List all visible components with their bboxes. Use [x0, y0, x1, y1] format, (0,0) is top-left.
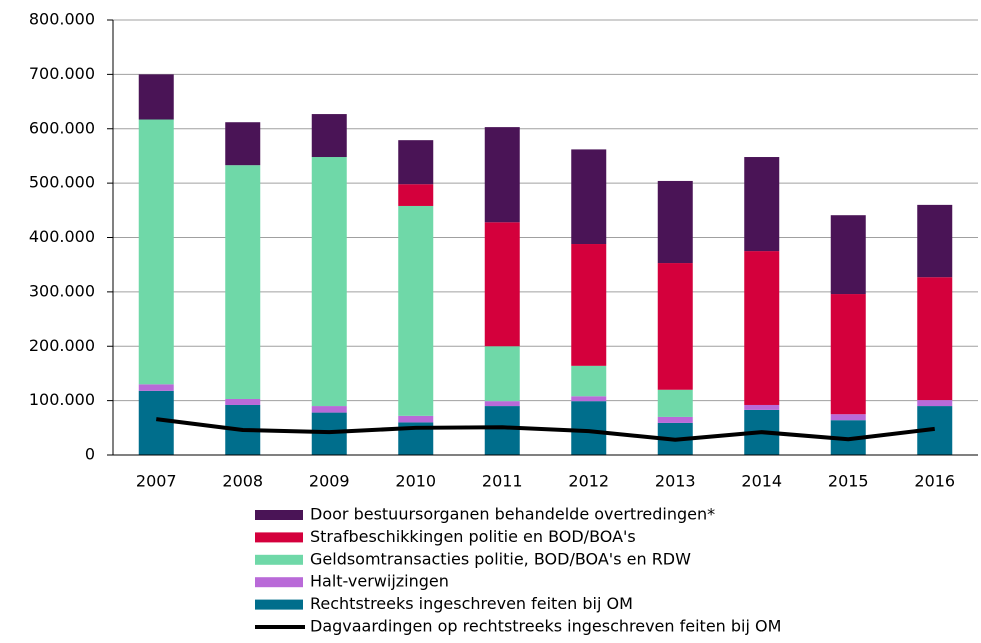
- bar-segment: [571, 396, 607, 402]
- x-tick-label: 2014: [741, 472, 782, 491]
- x-tick-label: 2009: [309, 472, 350, 491]
- line: [156, 417, 935, 442]
- bar-segment: [484, 406, 520, 455]
- y-tick-label: 600.000: [29, 118, 95, 137]
- bar-segment: [138, 390, 174, 455]
- x-tick-label: 2016: [914, 472, 955, 491]
- legend-swatch: [255, 554, 303, 565]
- bar-segment: [484, 127, 520, 223]
- legend-swatch: [255, 532, 303, 543]
- bar-segment: [571, 244, 607, 366]
- bar-segment: [830, 215, 866, 295]
- bar-segment: [398, 184, 434, 206]
- bar-segment: [744, 157, 780, 252]
- x-tick-label: 2007: [136, 472, 177, 491]
- bar-segment: [830, 414, 866, 421]
- legend-label: Halt-verwijzingen: [310, 572, 449, 591]
- x-tick-label: 2011: [482, 472, 523, 491]
- bar-segment: [657, 180, 693, 264]
- bar-segment: [657, 389, 693, 417]
- bar-segment: [398, 415, 434, 423]
- bar-segment: [571, 401, 607, 455]
- bar-segment: [138, 384, 174, 391]
- legend-swatch: [255, 510, 303, 520]
- bar-segment: [484, 346, 520, 402]
- y-tick-label: 0: [85, 445, 95, 464]
- x-tick-label: 2008: [222, 472, 263, 491]
- bar-segment: [311, 157, 347, 407]
- y-tick-label: 200.000: [29, 336, 95, 355]
- bar-segment: [311, 114, 347, 158]
- bar-segment: [657, 416, 693, 423]
- x-tick-label: 2013: [655, 472, 696, 491]
- bar-segment: [398, 205, 434, 416]
- bar-segment: [744, 251, 780, 405]
- bar-segment: [398, 140, 434, 185]
- bar-segment: [484, 222, 520, 347]
- y-tick-label: 300.000: [29, 281, 95, 300]
- bar-segment: [225, 165, 261, 399]
- bar-segment: [138, 74, 174, 120]
- bar-segment: [657, 263, 693, 390]
- bar-segment: [830, 294, 866, 415]
- x-tick-label: 2010: [395, 472, 436, 491]
- y-tick-label: 400.000: [29, 227, 95, 246]
- bar-segment: [138, 119, 174, 385]
- bar-segment: [571, 149, 607, 245]
- x-tick-label: 2015: [828, 472, 869, 491]
- legend-label: Strafbeschikkingen politie en BOD/BOA's: [310, 527, 636, 546]
- bar-segment: [917, 204, 953, 278]
- legend-swatch: [255, 599, 303, 610]
- bar-segment: [484, 401, 520, 407]
- legend-label: Door bestuursorganen behandelde overtred…: [310, 505, 715, 524]
- legend-label: Geldsomtransacties politie, BOD/BOA's en…: [310, 549, 691, 568]
- y-tick-label: 100.000: [29, 390, 95, 409]
- bar-segment: [571, 365, 607, 397]
- y-tick-label: 800.000: [29, 10, 95, 29]
- bar-segment: [917, 400, 953, 407]
- bar-segment: [225, 122, 261, 166]
- bar-segment: [225, 398, 261, 405]
- bar-segment: [311, 406, 347, 413]
- legend-label: Rechtstreeks ingeschreven feiten bij OM: [310, 594, 633, 613]
- bar-segment: [744, 404, 780, 410]
- legend-label: Dagvaardingen op rechtstreeks ingeschrev…: [310, 617, 781, 636]
- legend-swatch: [255, 577, 303, 588]
- x-tick-label: 2012: [568, 472, 609, 491]
- bar-segment: [917, 277, 953, 401]
- y-tick-label: 500.000: [29, 173, 95, 192]
- y-tick-label: 700.000: [29, 64, 95, 83]
